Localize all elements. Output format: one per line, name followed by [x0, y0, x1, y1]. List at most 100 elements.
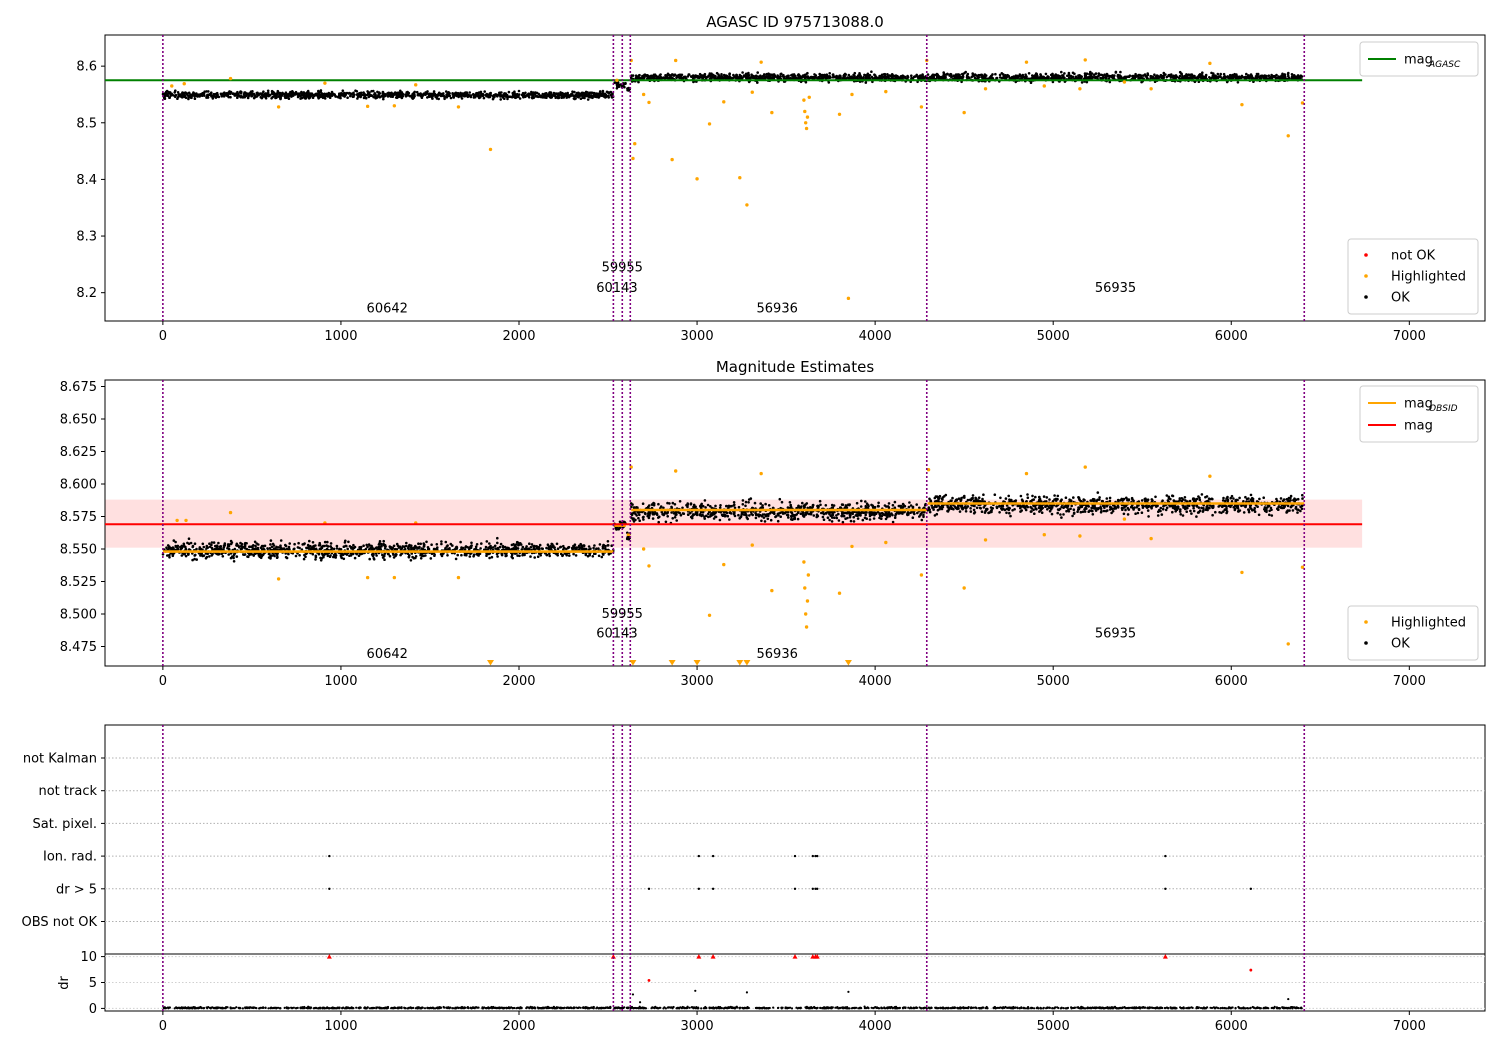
- ok-point: [582, 92, 585, 96]
- ok-point: [670, 511, 673, 514]
- ok-point: [592, 92, 596, 95]
- ok-point: [691, 513, 695, 516]
- ok-point: [184, 547, 188, 551]
- ok-point: [921, 73, 924, 76]
- ok-point: [187, 537, 191, 540]
- ok-point: [604, 93, 607, 97]
- ok-point: [544, 94, 547, 97]
- ok-point: [269, 539, 273, 542]
- ok-point: [884, 513, 887, 516]
- ok-point: [199, 93, 202, 96]
- ok-point: [466, 546, 469, 549]
- ok-point: [753, 501, 757, 505]
- ok-point: [537, 547, 541, 550]
- ok-point: [187, 91, 191, 95]
- highlighted-point: [850, 92, 854, 97]
- ok-point: [269, 555, 272, 559]
- ok-point: [459, 91, 462, 95]
- ok-point: [673, 516, 677, 519]
- ok-point: [321, 553, 325, 557]
- ok-point: [422, 544, 426, 548]
- ok-point: [598, 543, 602, 546]
- ok-point: [941, 76, 945, 80]
- y-tick-label: 8.3: [76, 230, 97, 245]
- ok-point: [858, 76, 862, 79]
- ok-point: [765, 72, 768, 76]
- ok-point: [632, 517, 635, 520]
- ok-point: [350, 92, 354, 96]
- ok-point: [699, 505, 703, 509]
- ok-point: [581, 96, 585, 99]
- ok-point: [463, 553, 467, 557]
- ok-point: [626, 536, 629, 539]
- ok-point: [262, 90, 265, 93]
- ok-point: [1035, 72, 1039, 76]
- ok-point: [707, 515, 710, 519]
- ok-point: [330, 94, 334, 97]
- ok-point: [470, 541, 473, 545]
- ok-point: [461, 546, 465, 550]
- ok-point: [393, 547, 397, 551]
- highlighted-point: [414, 83, 418, 87]
- ok-point: [351, 547, 355, 550]
- ok-point: [706, 503, 710, 507]
- ok-point: [570, 92, 574, 96]
- ok-point: [499, 542, 503, 546]
- ok-point: [507, 90, 511, 94]
- ok-point: [527, 94, 530, 98]
- ok-point: [606, 544, 610, 547]
- ok-point: [631, 74, 635, 77]
- ok-point: [906, 513, 909, 517]
- highlighted-point: [750, 90, 754, 94]
- ok-point: [496, 536, 499, 540]
- ok-point: [502, 93, 505, 97]
- ok-point: [1240, 76, 1243, 80]
- ok-point: [744, 500, 748, 504]
- ok-point: [837, 519, 841, 522]
- ok-point: [771, 76, 774, 79]
- ok-point: [607, 553, 611, 556]
- ok-point: [293, 547, 296, 551]
- ok-point: [705, 76, 708, 79]
- ok-point: [432, 90, 436, 93]
- ok-point: [983, 73, 987, 76]
- ok-point: [289, 90, 292, 94]
- ok-point: [347, 540, 350, 544]
- ok-point: [242, 546, 245, 549]
- ok-point: [711, 513, 714, 517]
- ok-point: [703, 72, 707, 76]
- ok-point: [537, 92, 540, 96]
- ok-point: [381, 91, 385, 94]
- ok-point: [829, 76, 832, 79]
- ok-point: [211, 553, 214, 556]
- ok-point: [326, 95, 330, 98]
- ok-point: [796, 73, 800, 77]
- ok-point: [1283, 73, 1286, 76]
- legend-dot-swatch: [1364, 274, 1368, 278]
- ok-point: [585, 94, 588, 98]
- ok-point: [913, 75, 916, 78]
- ok-point: [195, 558, 198, 561]
- legend-label: Highlighted: [1391, 270, 1466, 285]
- ok-point: [920, 518, 924, 522]
- ok-point: [381, 556, 385, 559]
- ok-point: [263, 544, 267, 548]
- ok-point: [165, 89, 169, 93]
- ok-point: [1127, 75, 1131, 79]
- x-tick-label: 2000: [502, 329, 535, 344]
- highlighted-point: [738, 176, 742, 180]
- ok-point: [335, 544, 339, 548]
- y-tick-label: 8.4: [76, 173, 97, 188]
- ok-point: [757, 75, 761, 78]
- ok-point: [860, 499, 863, 503]
- ok-point: [759, 502, 762, 505]
- ok-point: [864, 513, 867, 517]
- ok-point: [841, 520, 845, 524]
- legend-label: not OK: [1391, 249, 1436, 264]
- highlighted-point: [807, 95, 811, 99]
- ok-point: [768, 512, 772, 515]
- ok-point: [1267, 74, 1271, 77]
- ok-point: [181, 92, 184, 95]
- ok-point: [686, 502, 689, 505]
- ok-point: [980, 510, 984, 513]
